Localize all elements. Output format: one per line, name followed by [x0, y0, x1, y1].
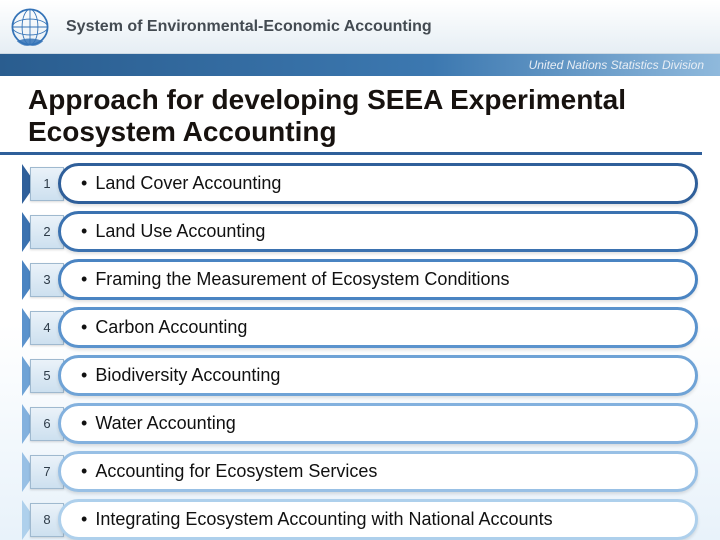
- bullet-icon: •: [81, 221, 87, 242]
- header-bar: System of Environmental-Economic Account…: [0, 0, 720, 54]
- list-item: 2•Land Use Accounting: [0, 209, 708, 254]
- list-item: 3•Framing the Measurement of Ecosystem C…: [0, 257, 708, 302]
- item-label: Land Use Accounting: [95, 221, 265, 242]
- item-label: Water Accounting: [95, 413, 235, 434]
- item-pill: • Accounting for Ecosystem Services: [58, 451, 698, 492]
- list-item: 4•Carbon Accounting: [0, 305, 708, 350]
- item-label: Accounting for Ecosystem Services: [95, 461, 377, 482]
- list-item: 6•Water Accounting: [0, 401, 708, 446]
- item-label: Framing the Measurement of Ecosystem Con…: [95, 269, 509, 290]
- item-pill: • Integrating Ecosystem Accounting with N…: [58, 499, 698, 540]
- list-item: 5•Biodiversity Accounting: [0, 353, 708, 398]
- list-item: 7•Accounting for Ecosystem Services: [0, 449, 708, 494]
- item-label: Land Cover Accounting: [95, 173, 281, 194]
- bullet-icon: •: [81, 509, 87, 530]
- item-pill: • Carbon Accounting: [58, 307, 698, 348]
- item-pill: • Biodiversity Accounting: [58, 355, 698, 396]
- list-item: 1•Land Cover Accounting: [0, 161, 708, 206]
- un-logo: [6, 3, 54, 51]
- bullet-icon: •: [81, 269, 87, 290]
- list-item: 8•Integrating Ecosystem Accounting with …: [0, 497, 708, 540]
- bullet-icon: •: [81, 173, 87, 194]
- item-label: Carbon Accounting: [95, 317, 247, 338]
- slide: System of Environmental-Economic Account…: [0, 0, 720, 540]
- item-label: Biodiversity Accounting: [95, 365, 280, 386]
- item-pill: • Land Cover Accounting: [58, 163, 698, 204]
- approach-list: 1•Land Cover Accounting2•Land Use Accoun…: [0, 161, 720, 540]
- subheader-text: United Nations Statistics Division: [529, 58, 704, 72]
- bullet-icon: •: [81, 317, 87, 338]
- item-pill: • Water Accounting: [58, 403, 698, 444]
- item-label: Integrating Ecosystem Accounting with Na…: [95, 509, 552, 530]
- page-title: Approach for developing SEEA Experimenta…: [0, 76, 702, 155]
- item-pill: • Framing the Measurement of Ecosystem Co…: [58, 259, 698, 300]
- bullet-icon: •: [81, 413, 87, 434]
- header-title: System of Environmental-Economic Account…: [66, 18, 432, 36]
- bullet-icon: •: [81, 461, 87, 482]
- subheader-bar: United Nations Statistics Division: [0, 54, 720, 76]
- item-pill: • Land Use Accounting: [58, 211, 698, 252]
- bullet-icon: •: [81, 365, 87, 386]
